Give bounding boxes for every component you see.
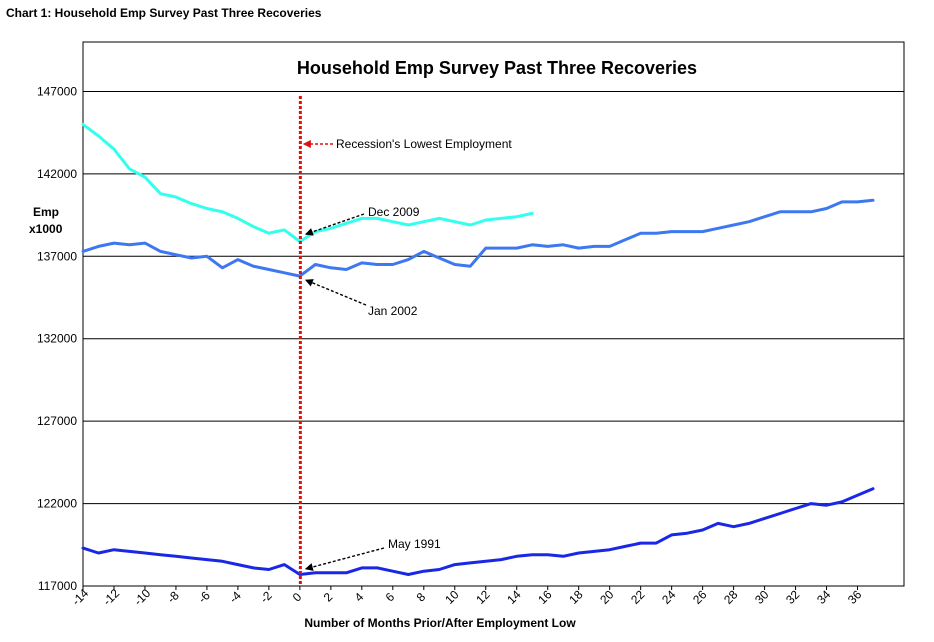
x-tick-label: 10 <box>442 587 462 607</box>
x-tick-label: 36 <box>845 587 865 607</box>
y-tick-label: 127000 <box>37 414 77 428</box>
x-tick-label: 16 <box>535 587 555 607</box>
y-tick-label: 137000 <box>37 249 77 263</box>
recession-label: Recession's Lowest Employment <box>336 137 512 151</box>
dec-2009-arrow <box>304 213 365 236</box>
x-tick-label: 32 <box>783 587 803 607</box>
x-tick-label: -12 <box>100 586 122 608</box>
y-tick-label: 142000 <box>37 167 77 181</box>
jan-2002-label: Jan 2002 <box>368 304 418 318</box>
chart-title: Household Emp Survey Past Three Recoveri… <box>297 58 697 78</box>
y-tick-label: 147000 <box>37 84 77 98</box>
dec-2009-label: Dec 2009 <box>368 205 420 219</box>
y-tick-label: 117000 <box>38 579 77 593</box>
x-tick-label: 20 <box>597 587 617 607</box>
x-tick-label: 8 <box>414 590 429 605</box>
x-tick-label: 4 <box>352 590 367 605</box>
x-tick-label: -8 <box>164 588 182 606</box>
x-axis-title: Number of Months Prior/After Employment … <box>304 616 576 630</box>
y-tick-label: 132000 <box>37 332 77 346</box>
y-axis-title-line1: Emp <box>33 205 59 219</box>
x-tick-label: 26 <box>690 587 710 607</box>
may-1991-arrow <box>304 547 385 571</box>
x-tick-label: -4 <box>226 588 244 606</box>
x-tick-label: 18 <box>566 587 586 607</box>
series-line-may-1991 <box>81 487 875 576</box>
series-line-jan-2002 <box>81 198 875 278</box>
x-tick-label: 2 <box>321 590 336 605</box>
jan-2002-arrow <box>304 279 367 306</box>
x-tick-label: 34 <box>814 587 834 607</box>
plot-area <box>82 41 905 587</box>
x-axis-tick-labels: -14 -12 -10 -8 -6 -4 -2 0 2 4 6 8 10 12 14 16 18 20 22 24 26… <box>69 586 865 608</box>
gridlines <box>83 90 904 505</box>
y-tick-label: 122000 <box>37 497 77 511</box>
annotations: Recession's Lowest Employment Dec 2009 Jan… <box>302 137 512 571</box>
series-lines <box>81 122 875 576</box>
y-axis-title-line2: x1000 <box>29 222 63 236</box>
x-tick-label: -6 <box>195 588 213 606</box>
x-tick-label: 14 <box>504 587 524 607</box>
x-tick-label: -2 <box>257 588 275 606</box>
x-tick-label: 0 <box>290 590 305 605</box>
series-line-dec-2009 <box>81 122 534 243</box>
x-tick-label: -10 <box>131 586 153 608</box>
x-tick-label: 6 <box>383 590 398 605</box>
may-1991-label: May 1991 <box>388 537 441 551</box>
x-tick-label: 28 <box>721 587 741 607</box>
y-axis-tick-labels: 117000 122000 127000 132000 137000 142000 1470… <box>37 84 77 593</box>
x-tick-label: 30 <box>752 587 772 607</box>
x-tick-label: 12 <box>473 587 493 607</box>
x-tick-label: 24 <box>659 587 679 607</box>
page-title: Chart 1: Household Emp Survey Past Three… <box>6 6 322 20</box>
x-tick-label: 22 <box>628 587 648 607</box>
